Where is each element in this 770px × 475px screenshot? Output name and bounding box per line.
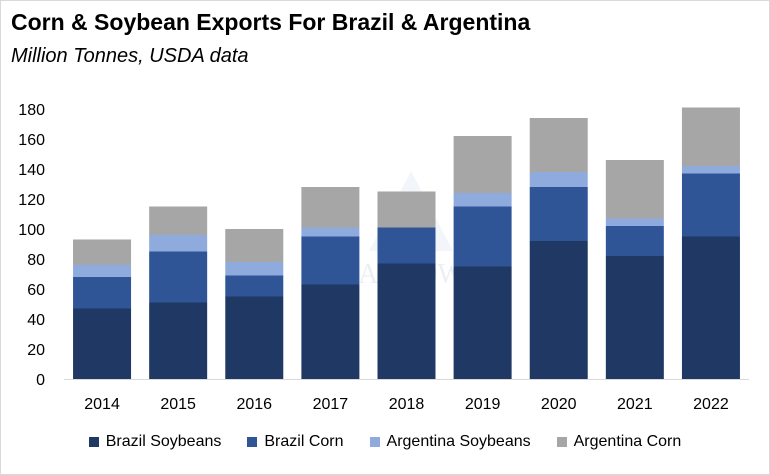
y-tick-label: 20	[27, 342, 45, 359]
bar-argentina-corn-2016	[225, 229, 284, 262]
y-tick-label: 140	[18, 162, 45, 179]
bar-argentina-corn-2018	[377, 191, 436, 228]
x-tick-label: 2016	[236, 396, 272, 413]
bar-brazil-soybeans-2019	[453, 266, 512, 379]
bar-brazil-corn-2016	[225, 275, 284, 297]
bar-brazil-soybeans-2017	[301, 284, 360, 379]
legend-swatch	[369, 437, 380, 447]
x-tick-label: 2020	[541, 396, 577, 413]
bar-brazil-corn-2014	[73, 277, 132, 309]
legend-swatch	[247, 437, 258, 447]
y-tick-label: 180	[18, 102, 45, 119]
bar-argentina-soybeans-2016	[225, 262, 284, 276]
legend-label: Argentina Soybeans	[386, 433, 531, 450]
bar-brazil-soybeans-2018	[377, 263, 436, 379]
bar-brazil-corn-2017	[301, 236, 360, 285]
bar-brazil-soybeans-2016	[225, 296, 284, 379]
legend-item: Argentina Corn	[556, 433, 682, 451]
legend-item: Argentina Soybeans	[369, 433, 531, 451]
bar-argentina-soybeans-2017	[301, 227, 360, 237]
bar-brazil-corn-2019	[453, 206, 512, 267]
y-tick-label: 160	[18, 132, 45, 149]
x-tick-label: 2022	[693, 396, 729, 413]
bar-brazil-corn-2015	[149, 251, 208, 303]
bar-brazil-soybeans-2014	[73, 308, 132, 379]
x-tick-label: 2015	[160, 396, 196, 413]
bar-argentina-corn-2020	[529, 118, 588, 172]
y-tick-label: 0	[36, 372, 45, 389]
bar-argentina-corn-2021	[605, 160, 664, 219]
x-tick-label: 2014	[84, 396, 120, 413]
bar-argentina-soybeans-2022	[681, 166, 740, 174]
bar-argentina-soybeans-2015	[149, 235, 208, 252]
x-tick-label: 2019	[465, 396, 501, 413]
x-tick-label: 2021	[617, 396, 653, 413]
x-tick-label: 2017	[313, 396, 349, 413]
bar-brazil-corn-2018	[377, 227, 436, 264]
y-tick-label: 100	[18, 222, 45, 239]
y-tick-label: 60	[27, 282, 45, 299]
x-tick-label: 2018	[389, 396, 425, 413]
legend-label: Argentina Corn	[573, 433, 682, 450]
bar-argentina-corn-2017	[301, 187, 360, 228]
bar-brazil-corn-2022	[681, 173, 740, 237]
bar-brazil-soybeans-2022	[681, 236, 740, 379]
chart-title: Corn & Soybean Exports For Brazil & Arge…	[11, 9, 531, 35]
bar-brazil-corn-2020	[529, 187, 588, 241]
legend-item: Brazil Soybeans	[88, 433, 222, 451]
y-tick-label: 40	[27, 312, 45, 329]
y-tick-label: 80	[27, 252, 45, 269]
bar-argentina-corn-2022	[681, 107, 740, 166]
bar-argentina-corn-2014	[73, 239, 132, 265]
bar-brazil-soybeans-2015	[149, 302, 208, 379]
bar-argentina-soybeans-2019	[453, 193, 512, 207]
bar-brazil-corn-2021	[605, 226, 664, 256]
bar-argentina-corn-2019	[453, 136, 512, 193]
chart-subtitle: Million Tonnes, USDA data	[11, 45, 249, 67]
legend-label: Brazil Corn	[264, 433, 344, 450]
bar-brazil-soybeans-2021	[605, 256, 664, 379]
bar-brazil-soybeans-2020	[529, 241, 588, 379]
bar-argentina-soybeans-2021	[605, 218, 664, 226]
y-tick-label: 120	[18, 192, 45, 209]
bar-argentina-soybeans-2020	[529, 172, 588, 187]
legend-label: Brazil Soybeans	[105, 433, 222, 450]
legend-swatch	[556, 437, 567, 447]
bar-argentina-corn-2015	[149, 206, 208, 235]
bar-argentina-soybeans-2014	[73, 265, 132, 277]
legend-swatch	[88, 437, 99, 447]
chart-legend: Brazil Soybeans Brazil Corn Argentina Soyb…	[1, 433, 769, 451]
legend-item: Brazil Corn	[247, 433, 344, 451]
